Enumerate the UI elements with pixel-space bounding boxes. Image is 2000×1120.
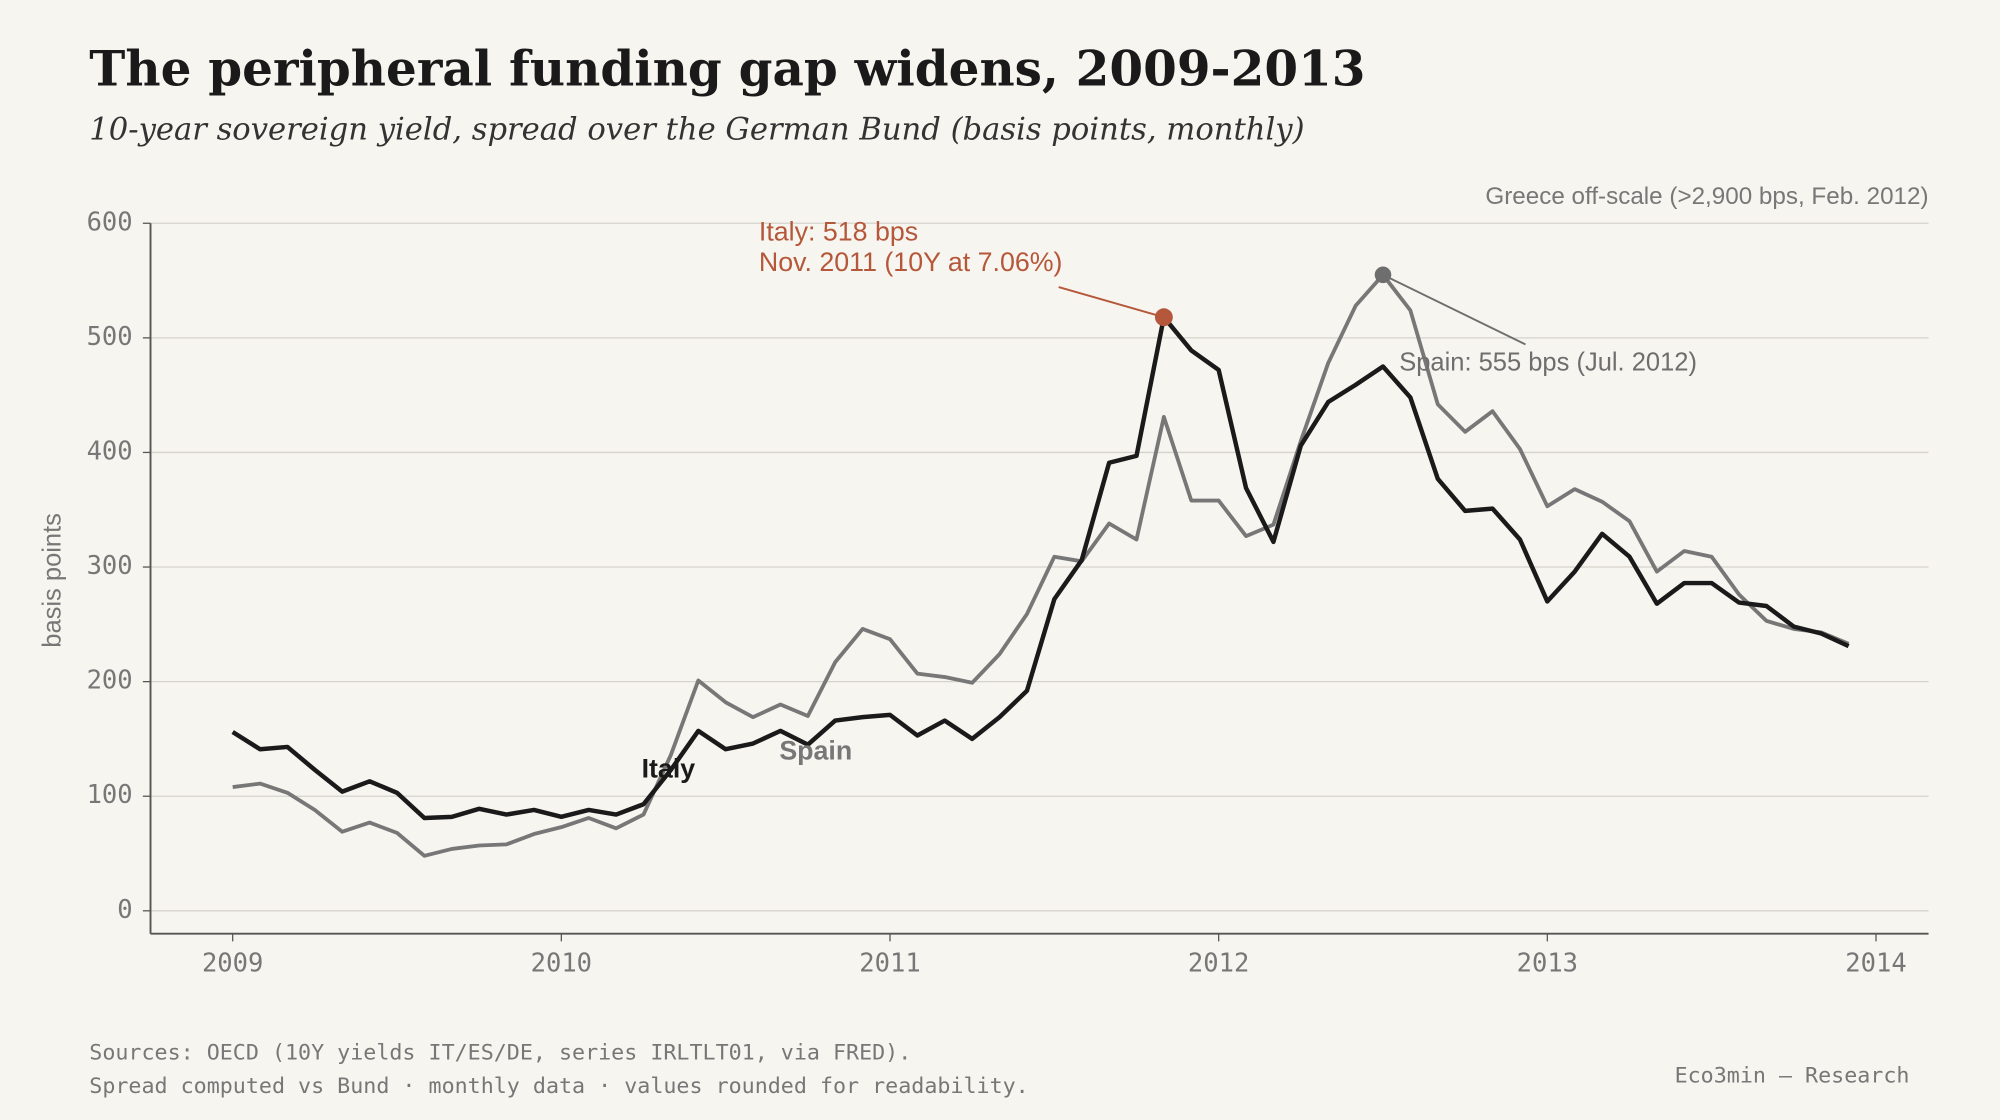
x-tick-label: 2012	[1188, 948, 1249, 978]
peak-marker	[1374, 266, 1392, 284]
x-tick-label: 2011	[859, 948, 920, 978]
chart-subtitle: 10-year sovereign yield, spread over the…	[89, 112, 1304, 147]
annotation: Italy: 518 bps	[759, 217, 918, 247]
series-line	[231, 315, 1850, 821]
y-tick-label: 600	[87, 207, 133, 237]
y-tick-label: 0	[117, 895, 132, 925]
x-tick-label: 2010	[531, 948, 592, 978]
x-tick-label: 2014	[1845, 948, 1906, 978]
chart-title: The peripheral funding gap widens, 2009-…	[89, 40, 1365, 97]
annotation: Nov. 2011 (10Y at 7.06%)	[759, 247, 1063, 277]
source-line: Sources: OECD (10Y yields IT/ES/DE, seri…	[89, 1041, 911, 1066]
y-tick-label: 400	[87, 436, 133, 466]
annotation-leader	[1382, 273, 1526, 346]
y-tick-label: 100	[87, 780, 133, 810]
series-label: Italy	[642, 754, 696, 784]
y-tick-label: 200	[87, 666, 133, 696]
series-label: Spain	[779, 736, 852, 766]
series-line	[232, 272, 1850, 858]
y-tick-label: 300	[87, 551, 133, 581]
y-axis-label: basis points	[38, 513, 66, 648]
annotation: Greece off-scale (>2,900 bps, Feb. 2012)	[1485, 183, 1928, 210]
x-tick-label: 2009	[202, 948, 263, 978]
source-line: Spread computed vs Bund · monthly data ·…	[89, 1074, 1028, 1099]
annotation-leader	[1058, 286, 1165, 319]
peak-marker	[1154, 308, 1173, 327]
credit: Eco3min — Research	[1675, 1064, 1910, 1089]
x-tick-label: 2013	[1517, 948, 1578, 978]
y-tick-label: 500	[87, 322, 133, 352]
annotation: Spain: 555 bps (Jul. 2012)	[1399, 348, 1697, 376]
